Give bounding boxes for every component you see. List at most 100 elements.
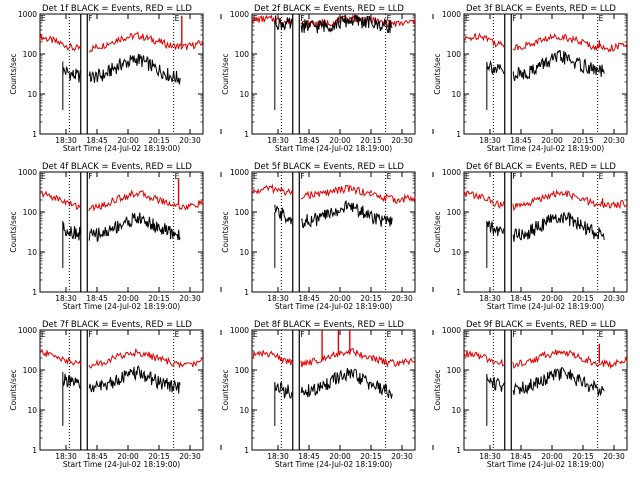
y-axis-label: Counts/sec: [433, 369, 442, 410]
x-tick-label: 18:30: [479, 294, 501, 303]
panel-det-6: Det 6f BLACK = Events, RED = LLD 1 10 100 10…: [433, 162, 628, 311]
panel-title: Det 7f BLACK = Events, RED = LLD: [42, 320, 192, 330]
x-axis-label: Start Time (24-Jul-02 18:19:00): [275, 302, 392, 311]
y-tick-label: 1000: [18, 326, 37, 335]
y-tick-label: 100: [235, 208, 250, 217]
panel-det-9: Det 9f BLACK = Events, RED = LLD 1 10 100 10…: [433, 320, 628, 469]
x-tick-label: 20:30: [391, 452, 413, 461]
marker-label-e: E: [41, 330, 46, 339]
y-axis-label: Counts/sec: [9, 369, 18, 410]
marker-label-e: E: [253, 330, 258, 339]
x-tick-label: 20:00: [117, 136, 139, 145]
x-tick-label: 20:30: [603, 294, 625, 303]
x-tick-label: 20:00: [329, 294, 351, 303]
x-tick-label: 20:15: [360, 452, 382, 461]
series-events-line: [62, 212, 181, 243]
y-tick-label: 10: [27, 248, 37, 257]
x-tick-label: 18:30: [479, 136, 501, 145]
x-tick-label: 18:45: [86, 294, 108, 303]
y-tick-label: 1000: [442, 326, 461, 335]
y-tick-label: 1000: [442, 10, 461, 19]
panel-title: Det 8f BLACK = Events, RED = LLD: [254, 320, 404, 330]
y-tick-label: 10: [451, 406, 461, 415]
plot-frame: [39, 329, 204, 451]
panel-title: Det 4f BLACK = Events, RED = LLD: [42, 162, 192, 172]
x-tick-label: 20:00: [541, 294, 563, 303]
y-tick-label: 100: [23, 208, 38, 217]
panel-det-4: Det 4f BLACK = Events, RED = LLD 1 10 100 10…: [9, 162, 222, 311]
series-events-line: [274, 368, 393, 400]
plot-frame: [39, 171, 204, 293]
y-tick-label: 1: [244, 288, 249, 297]
x-tick-label: 20:30: [391, 136, 413, 145]
y-tick-label: 1: [32, 288, 37, 297]
plot-frame: [39, 13, 204, 135]
x-tick-label: 20:00: [541, 136, 563, 145]
y-tick-label: 10: [27, 406, 37, 415]
y-tick-label: 100: [23, 366, 38, 375]
series-events-line: [486, 50, 605, 82]
y-tick-label: 1000: [18, 10, 37, 19]
x-tick-label: 18:45: [298, 136, 320, 145]
x-tick-label: 20:30: [179, 136, 201, 145]
plot-frame: [463, 171, 628, 293]
x-tick-label: 18:30: [55, 294, 77, 303]
marker-label-e2: E: [387, 172, 392, 181]
marker-label-e2: E: [387, 14, 392, 23]
y-tick-label: 10: [27, 90, 37, 99]
marker-label-f: F: [300, 172, 304, 181]
y-tick-label: 1000: [442, 168, 461, 177]
y-axis-label: Counts/sec: [9, 53, 18, 94]
series-lld-line: [463, 32, 628, 53]
marker-label-e: E: [465, 330, 470, 339]
y-axis-label: Counts/sec: [221, 211, 230, 252]
x-axis-label: Start Time (24-Jul-02 18:19:00): [487, 302, 604, 311]
x-tick-label: 20:15: [572, 452, 594, 461]
x-tick-label: 20:30: [391, 294, 413, 303]
y-tick-label: 100: [235, 366, 250, 375]
x-tick-label: 18:30: [267, 136, 289, 145]
x-tick-label: 20:00: [117, 452, 139, 461]
x-axis-label: Start Time (24-Jul-02 18:19:00): [275, 144, 392, 153]
x-axis-label: Start Time (24-Jul-02 18:19:00): [63, 460, 180, 469]
panel-title: Det 5f BLACK = Events, RED = LLD: [254, 162, 404, 172]
y-tick-label: 1000: [230, 10, 249, 19]
y-tick-label: 1: [456, 446, 461, 455]
y-tick-label: 1000: [230, 168, 249, 177]
plot-frame: [251, 171, 416, 293]
y-axis-label: Counts/sec: [9, 211, 18, 252]
series-events-line: [62, 53, 181, 85]
marker-label-e: E: [253, 172, 258, 181]
y-axis-label: Counts/sec: [433, 53, 442, 94]
marker-label-e: E: [465, 172, 470, 181]
series-events-line: [486, 212, 605, 242]
panel-det-3: Det 3f BLACK = Events, RED = LLD 1 10 100 10…: [433, 4, 628, 153]
marker-label-f: F: [512, 14, 516, 23]
panel-det-2: Det 2f BLACK = Events, RED = LLD 1 10 100 10…: [221, 4, 434, 153]
marker-label-f: F: [88, 172, 92, 181]
marker-label-e2: E: [599, 330, 604, 339]
x-tick-label: 20:15: [148, 136, 170, 145]
series-lld-line: [39, 347, 204, 369]
x-tick-label: 18:45: [510, 294, 532, 303]
x-axis-label: Start Time (24-Jul-02 18:19:00): [63, 302, 180, 311]
x-tick-label: 20:30: [179, 294, 201, 303]
y-tick-label: 100: [447, 50, 462, 59]
plot-frame: [251, 329, 416, 451]
y-tick-label: 100: [235, 50, 250, 59]
x-axis-label: Start Time (24-Jul-02 18:19:00): [487, 460, 604, 469]
y-axis-label: Counts/sec: [221, 53, 230, 94]
series-events-line: [274, 14, 393, 34]
x-axis-label: Start Time (24-Jul-02 18:19:00): [487, 144, 604, 153]
plot-frame: [463, 13, 628, 135]
series-events-line: [274, 199, 393, 229]
plot-frame: [463, 329, 628, 451]
panel-det-8: Det 8f BLACK = Events, RED = LLD 1 10 100 10…: [221, 320, 434, 469]
x-axis-label: Start Time (24-Jul-02 18:19:00): [275, 460, 392, 469]
marker-label-f: F: [300, 14, 304, 23]
y-tick-label: 10: [451, 90, 461, 99]
marker-label-e2: E: [175, 14, 180, 23]
y-tick-label: 1: [244, 446, 249, 455]
y-tick-label: 1: [32, 446, 37, 455]
